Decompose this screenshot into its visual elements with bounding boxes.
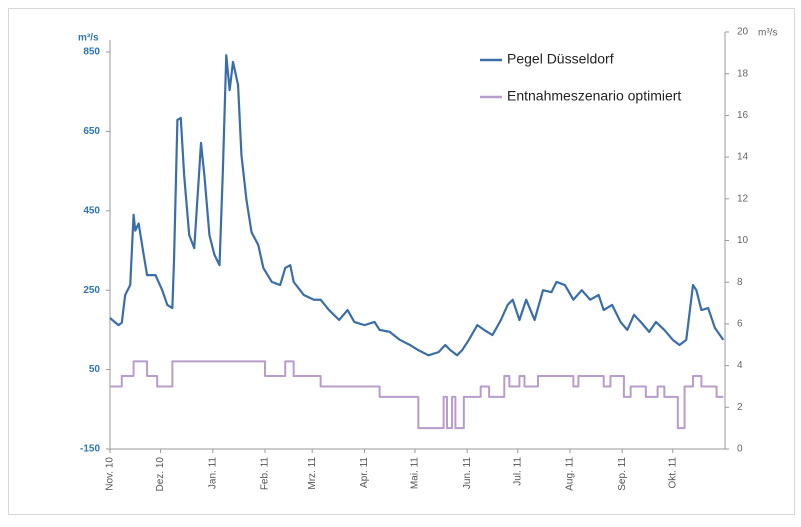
x-tick-label: Jan. 11 — [207, 457, 218, 489]
series-line — [109, 54, 725, 357]
y2-tick-label: 6 — [737, 319, 743, 330]
y2-tick-label: 20 — [737, 27, 749, 38]
y-tick-label: 250 — [83, 285, 100, 296]
y2-tick-label: 18 — [737, 68, 749, 79]
y2-tick-label: 8 — [737, 277, 743, 288]
x-tick-label: Mai. 11 — [410, 457, 421, 489]
x-tick-label: Okt. 11 — [667, 457, 678, 489]
x-tick-label: Jul. 11 — [512, 457, 523, 486]
y-axis-label: m³/s — [78, 33, 99, 44]
y-tick-label: -150 — [80, 444, 100, 455]
x-tick-label: Dez. 10 — [155, 457, 166, 492]
y-tick-label: 850 — [83, 47, 100, 58]
x-tick-label: Aug. 11 — [565, 457, 576, 491]
y-tick-label: 50 — [89, 364, 101, 375]
x-tick-label: Feb. 11 — [260, 457, 271, 491]
y2-tick-label: 16 — [737, 110, 749, 121]
frame — [8, 8, 795, 515]
y2-tick-label: 2 — [737, 402, 743, 413]
series-line — [110, 360, 724, 430]
y2-tick-label: 14 — [737, 152, 749, 163]
y-tick-label: 450 — [83, 205, 100, 216]
x-tick-label: Mrz. 11 — [307, 457, 318, 490]
y2-axis-label: m³/s — [758, 28, 777, 39]
y2-tick-label: 12 — [737, 193, 749, 204]
legend-label: Entnahmeszenario optimiert — [507, 88, 681, 104]
legend-label: Pegel Düsseldorf — [507, 51, 614, 67]
x-tick-label: Apr. 11 — [359, 457, 370, 488]
y2-tick-label: 0 — [737, 444, 743, 455]
x-tick-label: Sep. 11 — [617, 457, 628, 491]
y2-tick-label: 10 — [737, 235, 749, 246]
y2-tick-label: 4 — [737, 360, 743, 371]
x-tick-label: Jun. 11 — [462, 457, 473, 489]
x-tick-label: Nov. 10 — [105, 457, 116, 491]
y-tick-label: 650 — [83, 126, 100, 137]
